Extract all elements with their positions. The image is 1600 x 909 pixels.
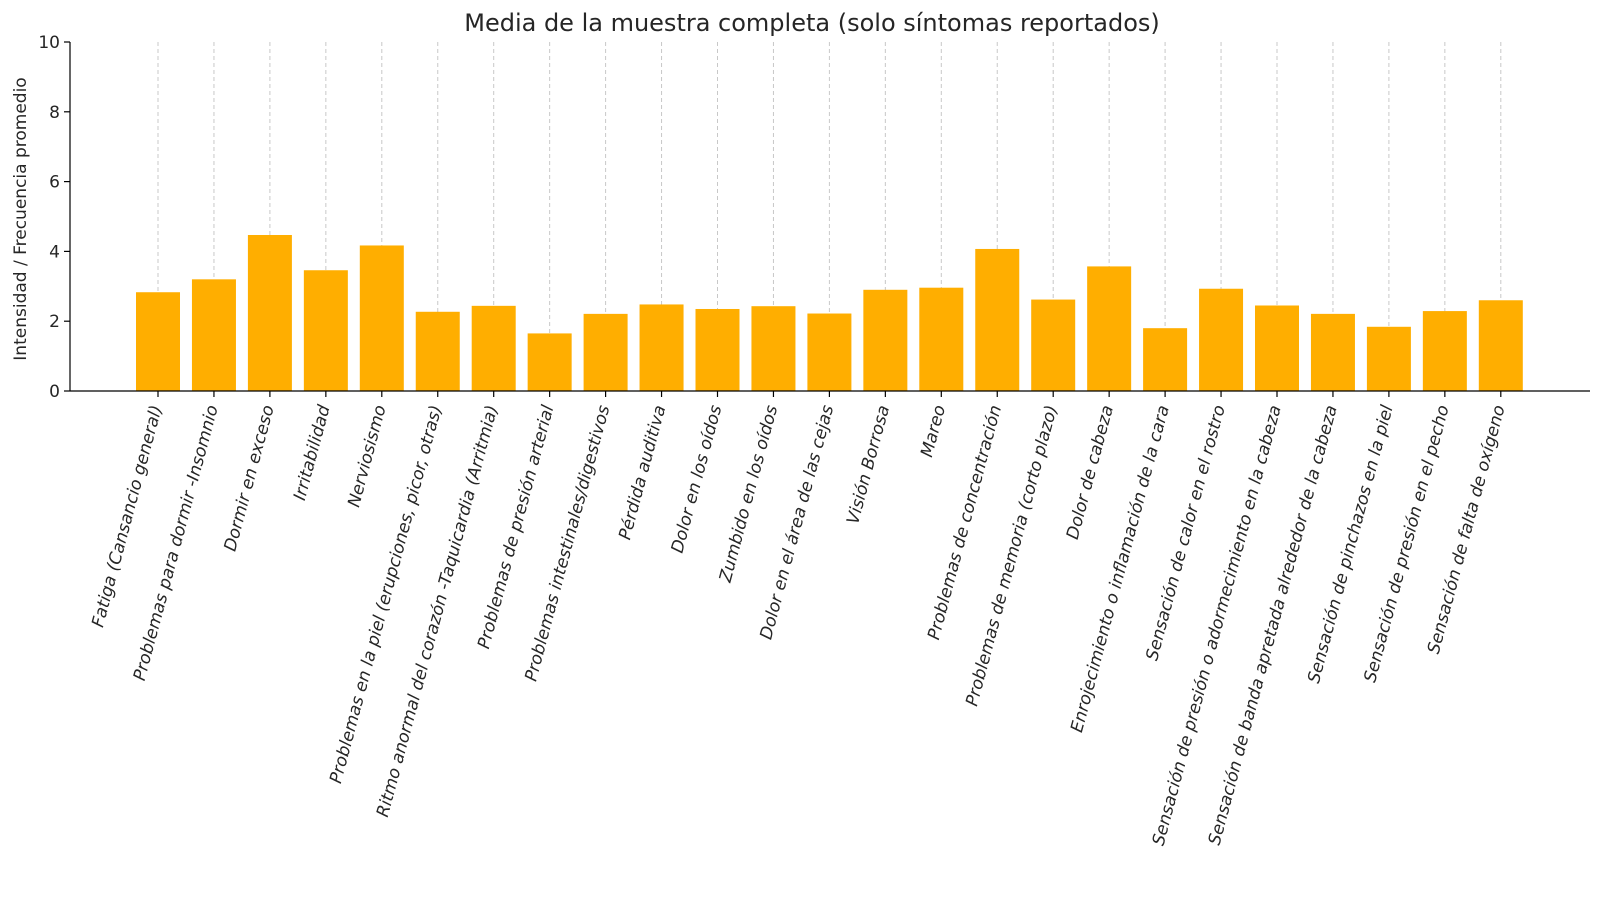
y-tick-label: 8 — [49, 103, 60, 123]
bar — [919, 287, 964, 391]
bar — [807, 313, 852, 391]
chart-title: Media de la muestra completa (solo sínto… — [464, 9, 1160, 37]
x-tick-label: Dolor de cabeza — [1063, 403, 1118, 542]
x-tick-label: Dormir en exceso — [220, 403, 278, 553]
x-tick-label: Mareo — [917, 403, 950, 459]
bar — [1422, 311, 1467, 391]
bar — [751, 306, 796, 391]
bar — [1366, 326, 1411, 391]
bar — [359, 245, 404, 391]
x-tick-label: Enrojecimiento o inflamación de la cara — [1067, 403, 1174, 735]
bar — [1143, 328, 1188, 391]
x-tick-label: Dolor en los oídos — [668, 403, 727, 555]
x-tick-label: Nerviosismo — [344, 403, 390, 509]
y-tick-label: 0 — [49, 382, 60, 402]
x-ticks: Fatiga (Cansancio general)Problemas para… — [88, 391, 1510, 848]
x-tick-label: Irritabilidad — [290, 403, 335, 503]
x-tick-label: Pérdida auditiva — [615, 403, 670, 542]
bars — [136, 234, 1523, 391]
bar — [1031, 299, 1076, 391]
y-axis-label: Intensidad / Frecuencia promedio — [11, 77, 31, 360]
bar — [471, 305, 516, 391]
bar — [136, 292, 180, 391]
y-tick-label: 2 — [49, 312, 60, 332]
bar — [639, 304, 684, 391]
bar — [583, 313, 628, 391]
x-tick-label: Problemas en la piel (erupciones, picor,… — [326, 403, 446, 785]
bar — [975, 248, 1020, 391]
y-tick-label: 10 — [38, 33, 60, 53]
bar — [1310, 313, 1355, 391]
bar — [863, 289, 908, 391]
bar — [247, 234, 292, 391]
bar — [303, 270, 348, 391]
x-tick-label: Zumbido en los oídos — [716, 403, 783, 585]
bar — [191, 279, 236, 391]
bar — [1478, 300, 1523, 391]
y-tick-label: 4 — [49, 242, 60, 262]
bar — [695, 308, 740, 391]
bar — [415, 311, 460, 391]
y-tick-label: 6 — [49, 173, 60, 193]
bar — [1255, 305, 1299, 391]
y-ticks: 0 2 4 6 8 10 — [38, 33, 70, 402]
bar — [1087, 266, 1132, 391]
bar — [1199, 288, 1244, 391]
bar — [527, 333, 572, 391]
x-tick-label: Visión Borrosa — [843, 403, 894, 526]
